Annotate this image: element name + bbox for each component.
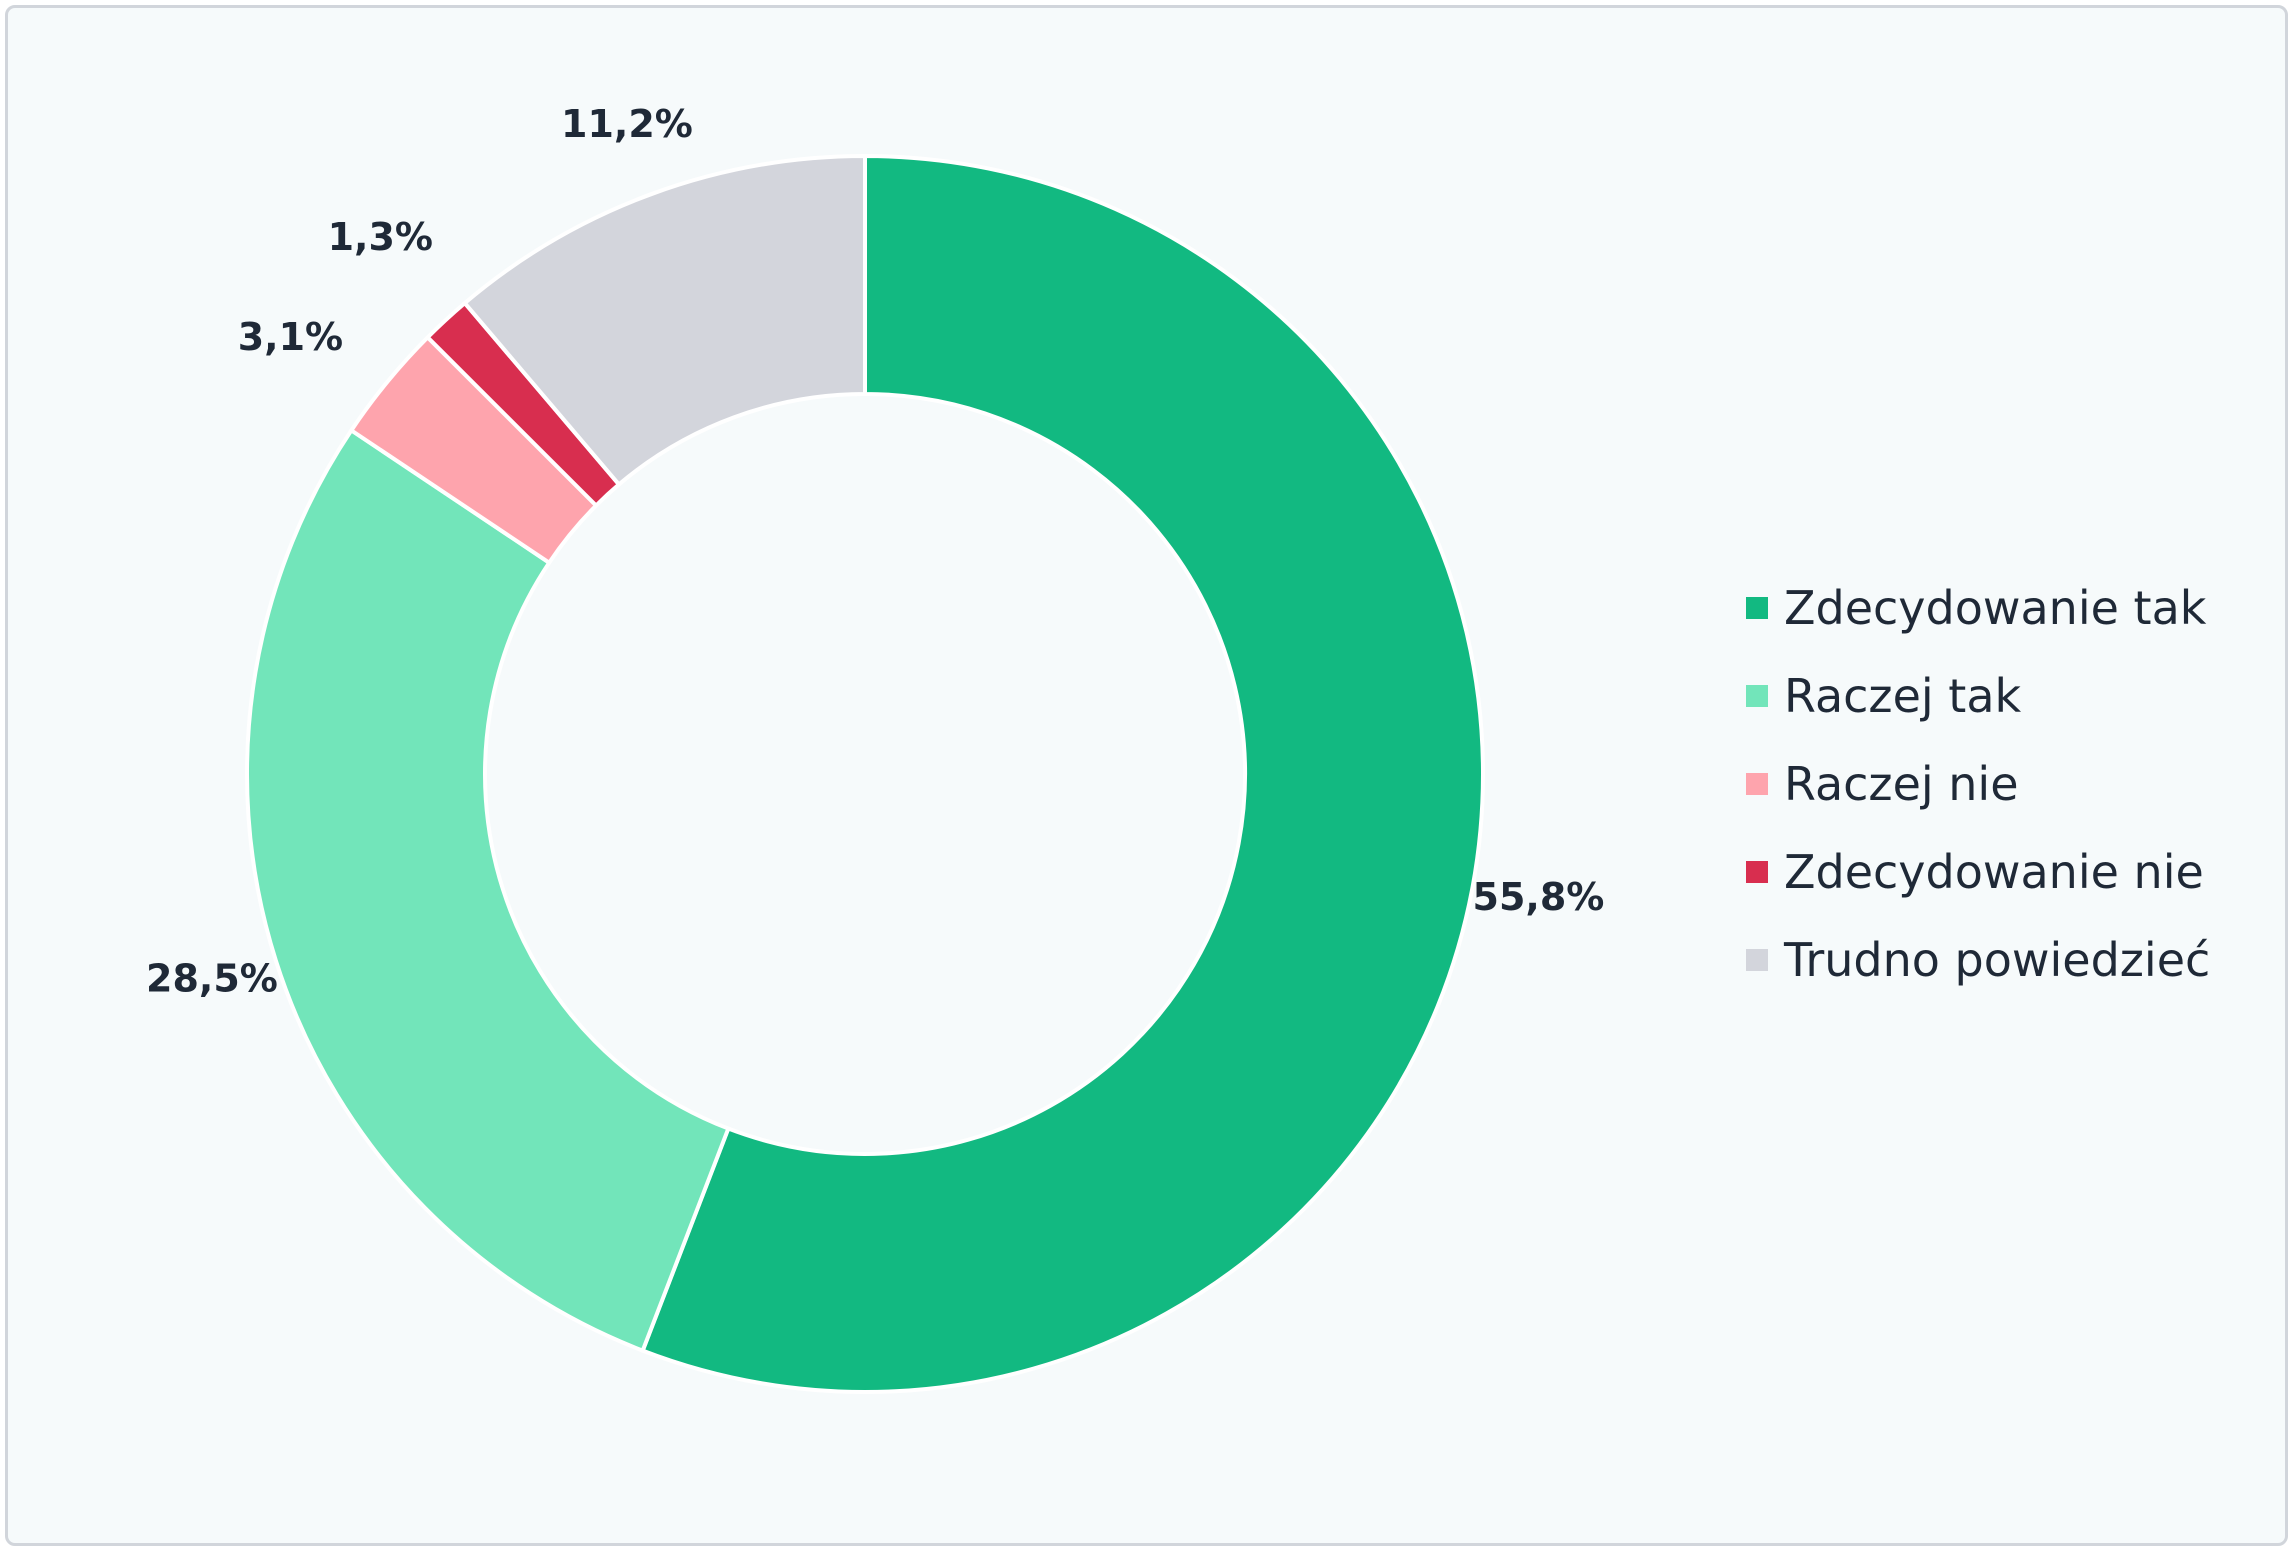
value-label: 55,8% [1473, 875, 1605, 919]
legend-label: Zdecydowanie tak [1784, 581, 2207, 635]
donut-slice [640, 153, 1485, 1394]
value-label: 3,1% [238, 315, 343, 359]
legend-swatch [1746, 773, 1768, 795]
legend-item: Zdecydowanie tak [1746, 564, 2210, 652]
legend-label: Raczej nie [1784, 757, 2019, 811]
legend-swatch [1746, 949, 1768, 971]
donut-slice [245, 427, 731, 1354]
legend-item: Raczej tak [1746, 652, 2210, 740]
legend-swatch [1746, 597, 1768, 619]
donut-slice [461, 153, 867, 488]
value-label: 1,3% [328, 215, 433, 259]
legend-label: Zdecydowanie nie [1784, 845, 2204, 899]
value-label: 28,5% [146, 956, 278, 1000]
legend-item: Zdecydowanie nie [1746, 828, 2210, 916]
legend-swatch [1746, 861, 1768, 883]
legend-label: Trudno powiedzieć [1784, 933, 2211, 987]
legend-label: Raczej tak [1784, 669, 2022, 723]
donut-slices [245, 153, 1485, 1394]
value-label: 11,2% [561, 102, 693, 146]
legend-item: Raczej nie [1746, 740, 2210, 828]
value-labels: 55,8% 28,5% 3,1% 1,3% 11,2% [146, 102, 1604, 1000]
legend-item: Trudno powiedzieć [1746, 916, 2210, 1004]
chart-legend: Zdecydowanie tak Raczej tak Raczej nie Zdec… [1746, 564, 2210, 1004]
donut-chart: 55,8% 28,5% 3,1% 1,3% 11,2% [146, 102, 1604, 1394]
legend-swatch [1746, 685, 1768, 707]
chart-frame: 55,8% 28,5% 3,1% 1,3% 11,2% Zdecydowanie tak… [5, 5, 2288, 1546]
